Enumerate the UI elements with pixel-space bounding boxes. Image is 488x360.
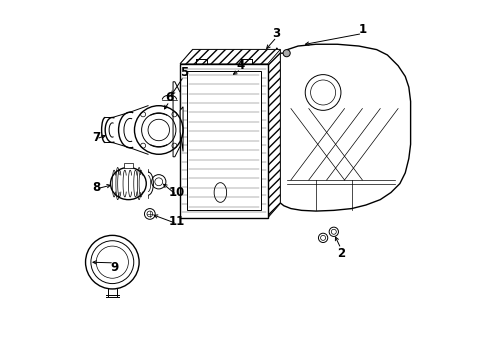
Text: 2: 2 — [336, 247, 345, 260]
Polygon shape — [124, 163, 132, 168]
Text: 10: 10 — [168, 186, 184, 199]
Circle shape — [283, 50, 290, 57]
Text: 1: 1 — [358, 23, 366, 36]
Bar — [187, 71, 260, 210]
Text: 5: 5 — [179, 66, 187, 79]
Polygon shape — [267, 50, 280, 217]
Polygon shape — [272, 44, 410, 211]
Text: 6: 6 — [165, 91, 173, 104]
Text: 11: 11 — [168, 215, 184, 228]
Polygon shape — [180, 50, 280, 217]
Text: 3: 3 — [272, 27, 280, 40]
Text: 7: 7 — [92, 131, 100, 144]
Polygon shape — [180, 50, 280, 64]
Polygon shape — [180, 107, 183, 152]
Text: 8: 8 — [92, 181, 100, 194]
Text: 4: 4 — [236, 59, 244, 72]
Text: 9: 9 — [110, 261, 118, 274]
Polygon shape — [180, 64, 267, 217]
Polygon shape — [173, 82, 180, 157]
